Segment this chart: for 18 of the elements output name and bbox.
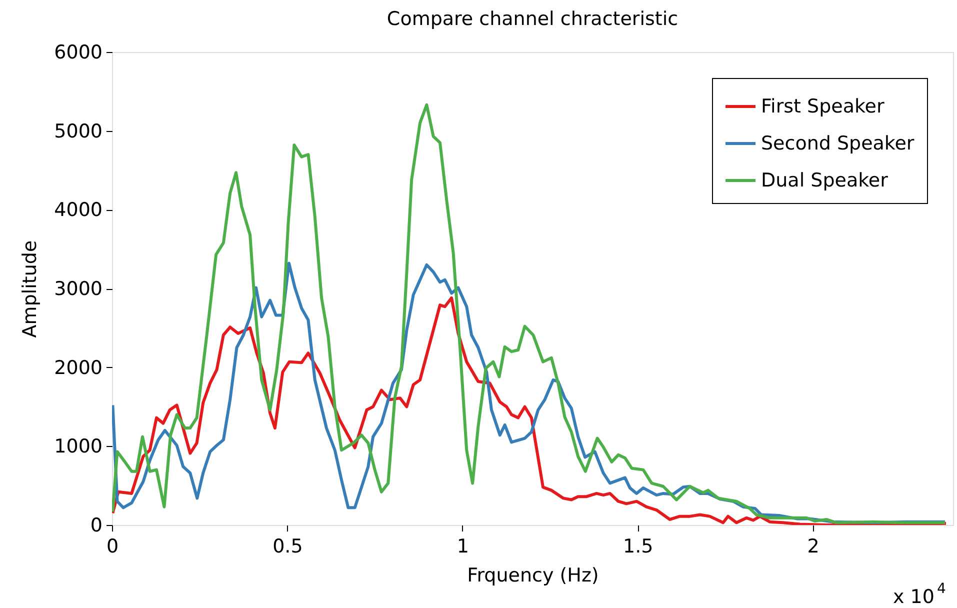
legend-label: Second Speaker [761, 132, 914, 154]
y-axis-title: Amplitude [19, 240, 42, 338]
x-tick-label: 2 [807, 536, 820, 558]
chart-title: Compare channel chracteristic [386, 8, 678, 30]
y-tick-label: 5000 [54, 120, 102, 142]
y-tick-label: 3000 [54, 278, 102, 300]
x-tick-label: 1 [456, 536, 469, 558]
legend-label: First Speaker [761, 96, 884, 118]
y-tick-label: 0 [90, 514, 102, 536]
legend-label: Dual Speaker [761, 170, 888, 192]
y-tick-label: 1000 [54, 436, 102, 458]
x-tick-label: 1.5 [623, 536, 654, 558]
x-tick-label: 0.5 [272, 536, 303, 558]
x-tick-label: 0 [106, 536, 119, 558]
y-tick-label: 2000 [54, 356, 102, 379]
x-axis-title: Frquency (Hz) [467, 564, 599, 586]
y-tick-label: 4000 [54, 199, 102, 222]
y-tick-label: 6000 [54, 42, 102, 64]
